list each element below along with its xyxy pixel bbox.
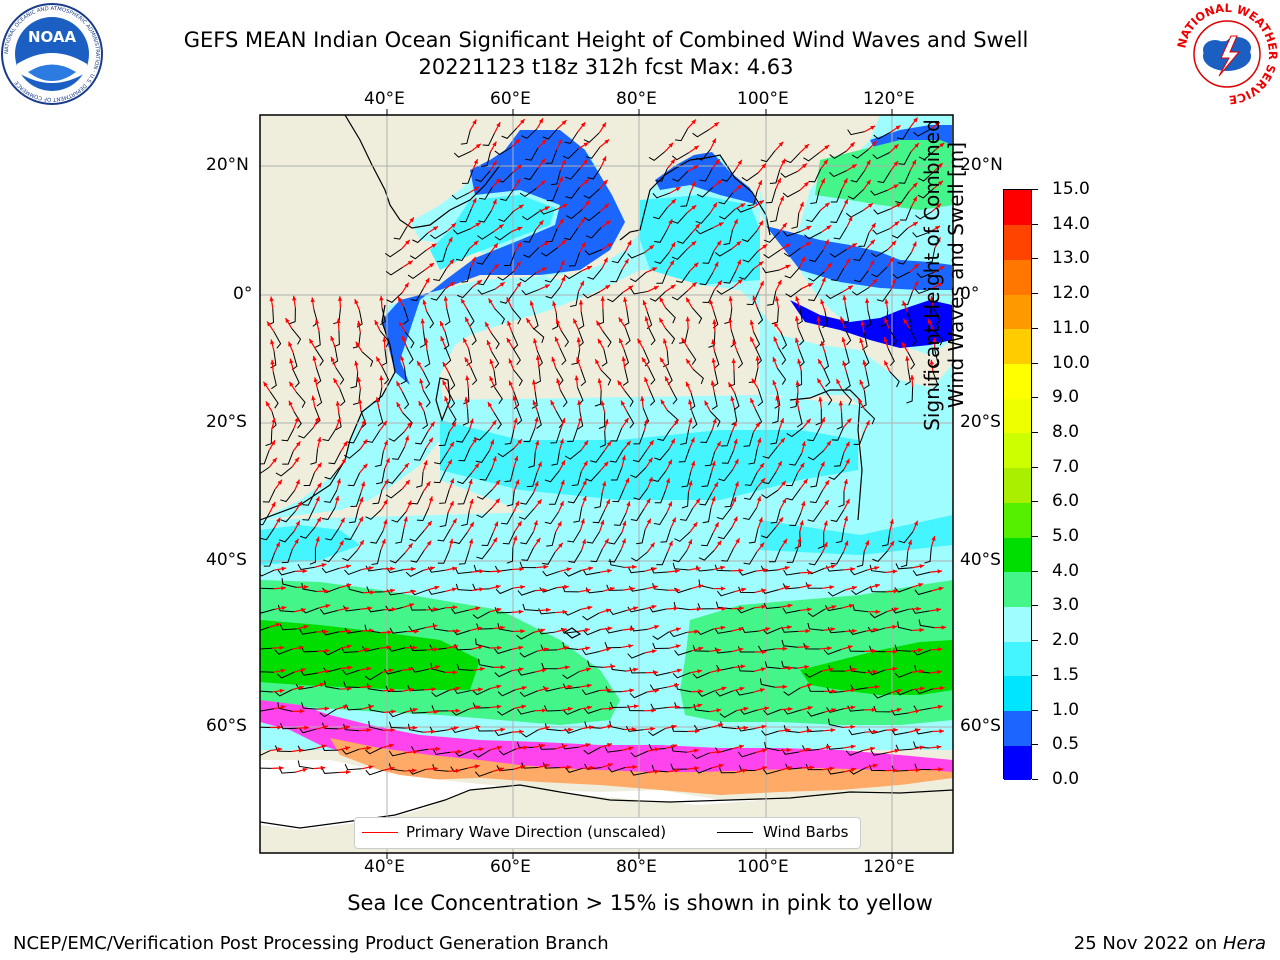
lon-label-bottom-80e: 80°E xyxy=(616,857,657,877)
colorbar-tick-label: 0.0 xyxy=(1052,769,1080,789)
swell-core-west xyxy=(260,620,480,690)
colorbar-segment xyxy=(1004,675,1031,712)
lon-label-top-100e: 100°E xyxy=(737,89,789,109)
colorbar-tick xyxy=(1032,501,1038,503)
colorbar-title: Significant Height of Combined Wind Wave… xyxy=(920,65,968,485)
lon-label-bottom-40e: 40°E xyxy=(364,857,405,877)
lon-label-top-60e: 60°E xyxy=(490,89,531,109)
noaa-logo: NOAA NATIONAL OCEANIC AND ATMOSPHERIC AD… xyxy=(1,3,103,105)
colorbar-segment xyxy=(1004,745,1031,781)
legend-wind-barbs-label: Wind Barbs xyxy=(763,823,849,841)
colorbar-tick xyxy=(1032,640,1038,642)
colorbar-tick-label: 6.0 xyxy=(1052,491,1080,512)
chart-subtitle: 20221123 t18z 312h fcst Max: 4.63 xyxy=(418,55,794,79)
lat-label-right-40s: 40°S xyxy=(960,550,1001,570)
colorbar-tick xyxy=(1032,570,1038,572)
colorbar-title-line2: Wind Waves and Swell [m] xyxy=(944,141,968,409)
colorbar-tick-label: 1.0 xyxy=(1052,699,1080,720)
colorbar-segment xyxy=(1004,641,1031,677)
legend-wind-barbs-swatch xyxy=(717,832,753,833)
colorbar-tick xyxy=(1032,744,1038,746)
colorbar-segment xyxy=(1004,537,1031,573)
colorbar-segment xyxy=(1004,606,1031,642)
colorbar-tick-label: 10.0 xyxy=(1052,352,1090,373)
colorbar-tick xyxy=(1032,779,1038,780)
colorbar-segment xyxy=(1004,432,1031,469)
colorbar-tick xyxy=(1032,466,1038,468)
noaa-logo-text: NOAA xyxy=(28,28,77,46)
lat-label-left-40s: 40°S xyxy=(206,550,247,570)
colorbar-tick-label: 2.0 xyxy=(1052,630,1080,651)
colorbar-tick xyxy=(1032,709,1038,711)
lon-label-top-80e: 80°E xyxy=(616,89,657,109)
colorbar-tick-label: 15.0 xyxy=(1052,179,1090,199)
lon-label-bottom-100e: 100°E xyxy=(737,857,789,877)
colorbar-tick-label: 11.0 xyxy=(1052,317,1090,338)
legend-primary-wave-label: Primary Wave Direction (unscaled) xyxy=(406,823,667,841)
colorbar-tick-label: 8.0 xyxy=(1052,421,1080,442)
colorbar-tick-label: 5.0 xyxy=(1052,526,1080,547)
footer-machine-name: Hera xyxy=(1222,933,1266,954)
colorbar-segment xyxy=(1004,467,1031,503)
colorbar-tick-label: 13.0 xyxy=(1052,248,1090,269)
lat-label-right-20s: 20°S xyxy=(960,412,1001,432)
colorbar-tick-label: 7.0 xyxy=(1052,456,1080,477)
nws-logo: NATIONAL WEATHER SERVICE xyxy=(1175,2,1280,107)
colorbar-segment xyxy=(1004,502,1031,538)
chart-title: GEFS MEAN Indian Ocean Significant Heigh… xyxy=(183,28,1029,52)
footer-date-text: 25 Nov 2022 on xyxy=(1073,933,1223,954)
colorbar-tick-label: 12.0 xyxy=(1052,283,1090,304)
colorbar-segment xyxy=(1004,398,1031,434)
colorbar xyxy=(1003,189,1032,781)
sea-ice-caption: Sea Ice Concentration > 15% is shown in … xyxy=(347,891,933,915)
colorbar-segment xyxy=(1004,571,1031,607)
lat-label-left-20s: 20°S xyxy=(206,412,247,432)
colorbar-segment xyxy=(1004,710,1031,746)
lat-label-right-60s: 60°S xyxy=(960,716,1001,736)
colorbar-segment xyxy=(1004,190,1031,226)
colorbar-tick xyxy=(1032,258,1038,260)
lat-label-right-20n: 20°N xyxy=(960,155,1003,175)
colorbar-segment xyxy=(1004,259,1031,295)
colorbar-segment xyxy=(1004,328,1031,365)
lon-label-top-120e: 120°E xyxy=(863,89,915,109)
colorbar-tick-label: 0.5 xyxy=(1052,734,1080,755)
low-wave-arabian-sea xyxy=(382,130,625,385)
ocean-area xyxy=(260,115,952,530)
colorbar-tick xyxy=(1032,362,1038,364)
lon-label-top-40e: 40°E xyxy=(364,89,405,109)
colorbar-tick-label: 3.0 xyxy=(1052,595,1080,616)
legend-primary-wave-swatch xyxy=(362,832,398,833)
footer-date: 25 Nov 2022 on Hera xyxy=(1074,933,1266,954)
lat-label-left-60s: 60°S xyxy=(206,716,247,736)
lat-label-left-20n: 20°N xyxy=(206,155,249,175)
map-frame xyxy=(259,114,954,854)
colorbar-tick xyxy=(1032,674,1038,676)
colorbar-tick xyxy=(1032,431,1038,433)
lat-label-left-0: 0° xyxy=(233,284,253,304)
footer-organization: NCEP/EMC/Verification Post Processing Pr… xyxy=(13,933,609,954)
colorbar-tick xyxy=(1032,605,1038,607)
colorbar-segment xyxy=(1004,363,1031,399)
colorbar-segment xyxy=(1004,224,1031,260)
lon-label-bottom-120e: 120°E xyxy=(863,857,915,877)
lon-label-bottom-60e: 60°E xyxy=(490,857,531,877)
swell-core-east xyxy=(800,640,953,695)
colorbar-tick-label: 9.0 xyxy=(1052,387,1080,408)
map-legend: Primary Wave Direction (unscaled) Wind B… xyxy=(354,817,861,849)
colorbar-title-line1: Significant Height of Combined xyxy=(920,119,944,431)
colorbar-tick xyxy=(1032,397,1038,399)
colorbar-tick xyxy=(1032,293,1038,295)
colorbar-tick xyxy=(1032,536,1038,538)
colorbar-tick xyxy=(1032,223,1038,225)
colorbar-tick xyxy=(1032,327,1038,329)
colorbar-segment xyxy=(1004,294,1031,330)
colorbar-tick xyxy=(1032,189,1038,190)
wave-direction-arrows xyxy=(262,117,947,775)
colorbar-tick-label: 4.0 xyxy=(1052,560,1080,581)
colorbar-tick-label: 14.0 xyxy=(1052,213,1090,234)
lat-label-right-0: 0° xyxy=(960,284,980,304)
colorbar-tick-label: 1.5 xyxy=(1052,664,1080,685)
